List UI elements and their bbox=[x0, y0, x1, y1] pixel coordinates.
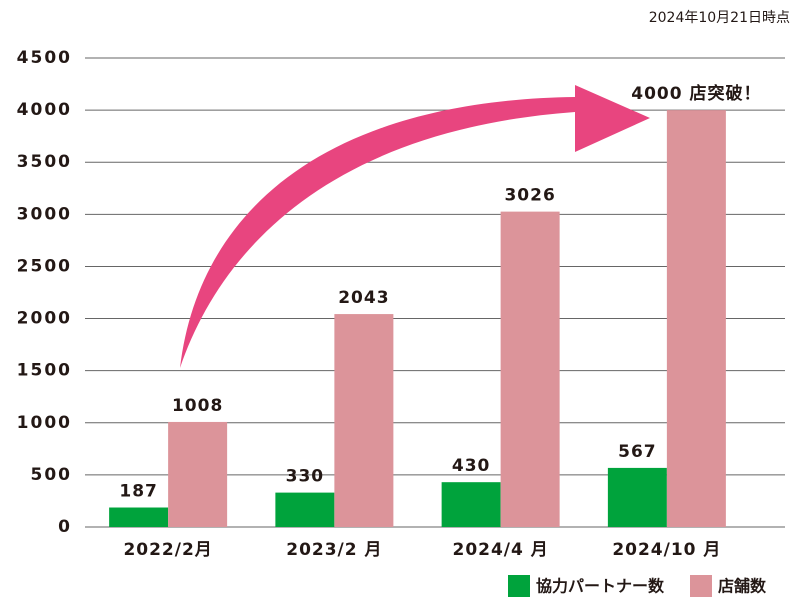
y-tick-label: 1000 bbox=[17, 413, 72, 433]
y-tick-label: 2000 bbox=[17, 309, 72, 329]
value-label: 4000 店突破！ bbox=[631, 83, 761, 104]
value-label: 330 bbox=[286, 467, 325, 487]
value-label: 187 bbox=[119, 482, 158, 502]
bar bbox=[109, 507, 169, 527]
legend-swatch bbox=[690, 575, 712, 597]
y-tick-label: 4000 bbox=[17, 100, 72, 120]
value-label: 3026 bbox=[504, 186, 555, 206]
x-tick-label: 2024/10 月 bbox=[612, 540, 721, 560]
bar bbox=[500, 211, 560, 528]
y-tick-label: 3500 bbox=[17, 152, 72, 172]
legend-swatch bbox=[508, 575, 530, 597]
y-tick-label: 4500 bbox=[17, 48, 72, 68]
bar bbox=[666, 110, 726, 527]
legend-label: 協力パートナー数 bbox=[536, 577, 665, 596]
y-tick-label: 2500 bbox=[17, 256, 72, 276]
y-tick-label: 1500 bbox=[17, 361, 72, 381]
x-tick-label: 2024/4 月 bbox=[452, 540, 548, 560]
y-tick-label: 3000 bbox=[17, 204, 72, 224]
bar bbox=[441, 482, 501, 527]
growth-arrow bbox=[180, 85, 650, 368]
bar bbox=[168, 421, 228, 527]
bar bbox=[607, 467, 667, 527]
y-tick-label: 500 bbox=[31, 465, 73, 485]
y-tick-label: 0 bbox=[58, 517, 72, 537]
x-tick-label: 2023/2 月 bbox=[286, 540, 382, 560]
legend-label: 店舗数 bbox=[718, 577, 767, 596]
value-label: 2043 bbox=[338, 288, 389, 308]
value-label: 1008 bbox=[172, 396, 223, 416]
bar bbox=[334, 314, 394, 527]
annotation: 2024年10月21日時点 bbox=[649, 10, 790, 26]
x-tick-label: 2022/2月 bbox=[123, 540, 212, 560]
bar bbox=[275, 492, 335, 527]
value-label: 430 bbox=[452, 456, 491, 476]
value-label: 567 bbox=[618, 442, 657, 462]
